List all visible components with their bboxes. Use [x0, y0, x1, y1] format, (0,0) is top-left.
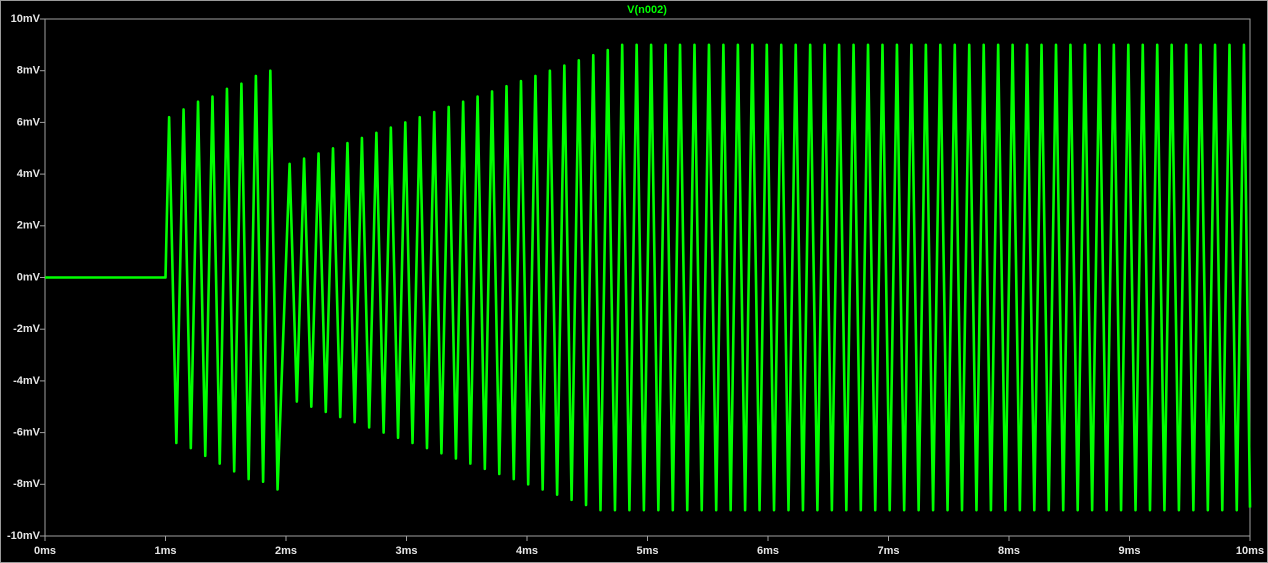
y-tick-label: 0mV: [17, 271, 41, 283]
x-tick-label: 7ms: [877, 545, 899, 557]
x-tick-label: 3ms: [395, 545, 417, 557]
y-tick-label: -8mV: [13, 478, 41, 490]
x-tick-label: 8ms: [998, 545, 1020, 557]
y-tick-label: -6mV: [13, 427, 41, 439]
x-tick-label: 6ms: [757, 545, 779, 557]
x-tick-label: 0ms: [34, 545, 56, 557]
x-tick-label: 5ms: [636, 545, 658, 557]
y-tick-label: 2mV: [17, 220, 41, 232]
x-tick-label: 9ms: [1118, 545, 1140, 557]
x-tick-label: 2ms: [275, 545, 297, 557]
y-tick-label: -10mV: [7, 530, 41, 542]
y-tick-label: -4mV: [13, 375, 41, 387]
x-tick-label: 4ms: [516, 545, 538, 557]
y-tick-label: 10mV: [11, 13, 41, 25]
y-tick-label: -2mV: [13, 323, 41, 335]
y-tick-label: 4mV: [17, 168, 41, 180]
x-tick-label: 1ms: [154, 545, 176, 557]
x-tick-label: 10ms: [1236, 545, 1264, 557]
y-tick-label: 6mV: [17, 116, 41, 128]
y-tick-label: 8mV: [17, 65, 41, 77]
legend-label: V(n002): [627, 4, 667, 16]
series-line: [45, 43, 1252, 512]
